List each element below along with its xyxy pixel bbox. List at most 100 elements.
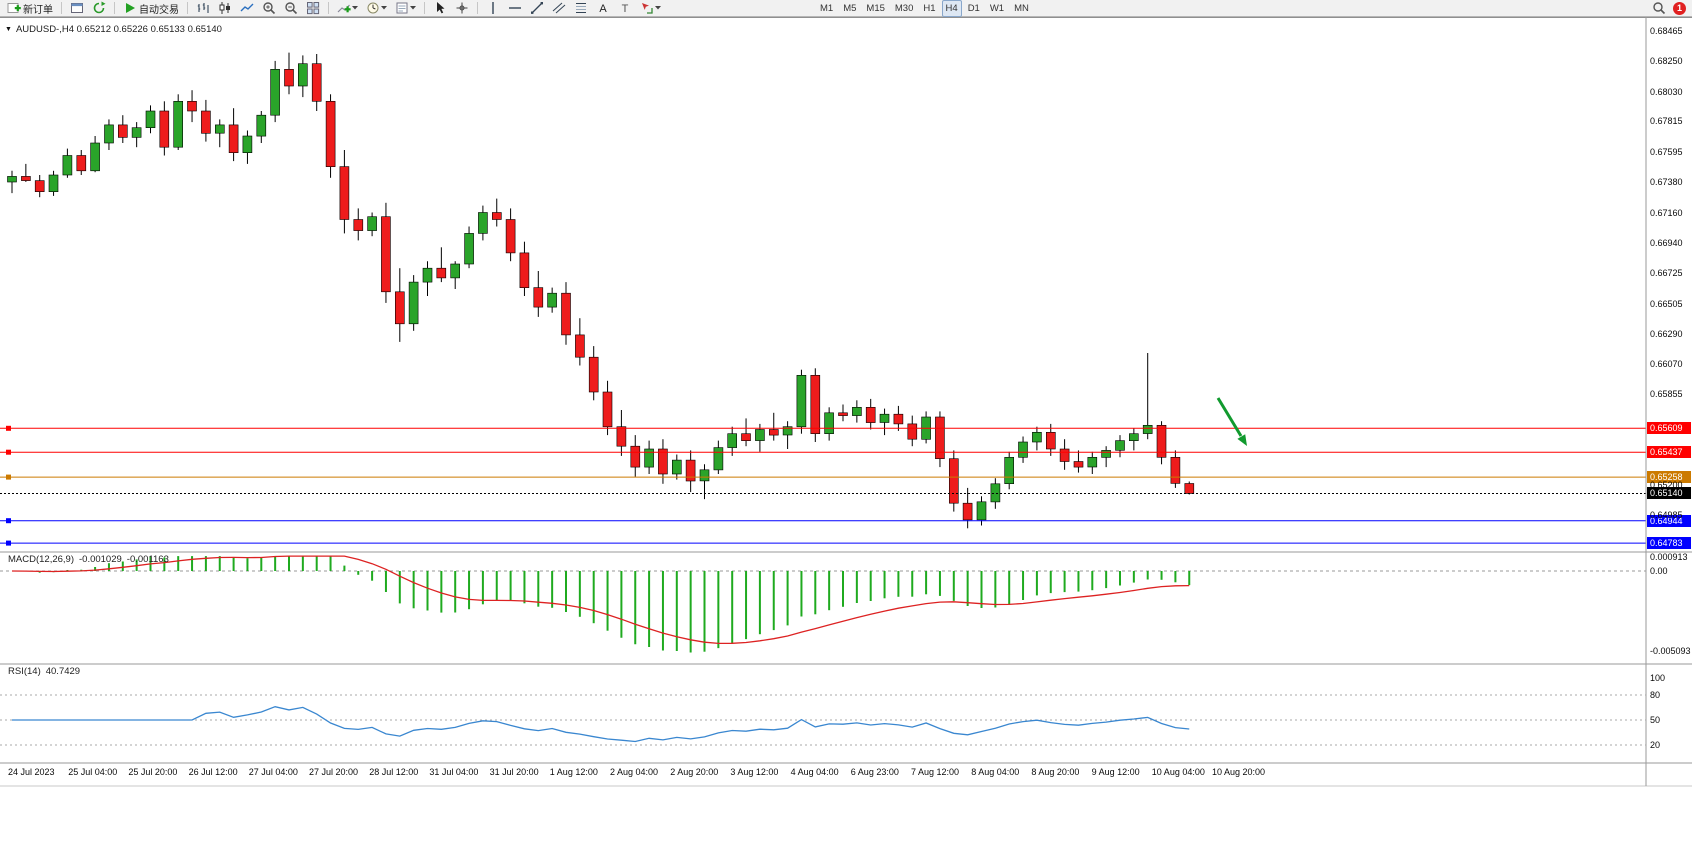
- toolbar-separator: [424, 2, 425, 14]
- autotrading-button[interactable]: 自动交易: [120, 0, 182, 17]
- text-label-button[interactable]: T: [615, 0, 635, 17]
- fibonacci-button[interactable]: [571, 0, 591, 17]
- notification-badge[interactable]: 1: [1673, 1, 1686, 15]
- candle-body: [879, 413, 890, 423]
- bar-chart-button[interactable]: [193, 0, 213, 17]
- candle-body: [561, 292, 571, 336]
- vline-icon: [492, 2, 494, 14]
- tile-windows-button[interactable]: [303, 0, 323, 17]
- price-axis[interactable]: [1646, 17, 1692, 786]
- candle-body: [367, 216, 377, 231]
- rsi-axis-label: 50: [1650, 715, 1661, 726]
- timeframe-m1[interactable]: M1: [820, 2, 834, 14]
- label-icon: T: [622, 3, 629, 15]
- rsi-axis-label: 80: [1650, 690, 1661, 701]
- timeframe-mn[interactable]: MN: [1014, 2, 1029, 14]
- date-axis-label: 2 Aug 04:00: [610, 767, 659, 777]
- candle-body: [90, 142, 100, 172]
- price-line-handle[interactable]: [6, 540, 11, 546]
- candle-body: [187, 101, 197, 112]
- candle-icon: [219, 2, 230, 14]
- candle-body: [713, 447, 724, 471]
- search-button[interactable]: [1649, 0, 1669, 17]
- rsi-value: 40.7429: [45, 666, 81, 677]
- macd-axis-label: 0.00: [1650, 566, 1668, 576]
- periods-button[interactable]: [363, 0, 390, 17]
- timeframe-h4[interactable]: H4: [941, 0, 962, 17]
- new-order-button[interactable]: 新订单: [4, 0, 56, 17]
- collapse-triangle-icon[interactable]: ▼: [5, 26, 12, 33]
- svg-text:T: T: [622, 3, 629, 15]
- candle-body: [1004, 456, 1015, 484]
- date-axis-label: 6 Aug 23:00: [850, 767, 899, 777]
- hline-icon: [509, 7, 521, 9]
- price-axis-tick: 0.64985: [1650, 510, 1683, 521]
- symbol-ohlc-header: ▼ AUDUSD-,H4 0.65212 0.65226 0.65133 0.65…: [5, 24, 222, 35]
- window-icon: [71, 3, 83, 13]
- zoom-in-button[interactable]: [259, 0, 279, 17]
- timeframe-m30[interactable]: M30: [894, 2, 914, 14]
- macd-value-main: -0.001029: [79, 554, 122, 565]
- cursor-button[interactable]: [430, 0, 450, 17]
- trendline-button[interactable]: [527, 0, 547, 17]
- arrows-button[interactable]: [637, 0, 664, 17]
- candle-body: [394, 291, 405, 325]
- candle-body: [727, 433, 738, 448]
- zoom-out-button[interactable]: [281, 0, 301, 17]
- candle-body: [796, 374, 807, 428]
- crosshair-button[interactable]: [452, 0, 472, 17]
- candle-body: [76, 155, 87, 172]
- price-axis-tick: 0.65200: [1650, 480, 1683, 491]
- toolbar-spacer: [665, 8, 815, 9]
- price-axis-tick: 0.67160: [1650, 207, 1683, 218]
- candle-body: [852, 406, 862, 416]
- candle-body: [948, 458, 959, 504]
- timeframe-h1[interactable]: H1: [923, 2, 936, 14]
- horizontal-line-button[interactable]: [505, 0, 525, 17]
- candle-body: [478, 212, 488, 234]
- timeframe-w1[interactable]: W1: [989, 2, 1005, 14]
- timeframe-m15[interactable]: M15: [866, 2, 885, 14]
- date-axis-label: 8 Aug 04:00: [971, 767, 1020, 777]
- price-line-handle[interactable]: [6, 474, 11, 480]
- price-axis-tick: 0.65855: [1650, 389, 1683, 400]
- candle-body: [1101, 450, 1111, 458]
- date-axis-label: 25 Jul 04:00: [68, 767, 118, 777]
- price-axis-tick: 0.66070: [1650, 359, 1683, 370]
- ind-add-icon: [337, 4, 351, 13]
- candle-body: [990, 483, 1001, 503]
- candle-body: [658, 448, 668, 475]
- toolbar-separator: [61, 2, 62, 14]
- candle-body: [1129, 433, 1139, 442]
- candle-body: [201, 110, 211, 134]
- candle-body: [893, 413, 904, 425]
- candle-body: [256, 114, 267, 137]
- channel-button[interactable]: [549, 0, 569, 17]
- candlestick-chart-button[interactable]: [215, 0, 235, 17]
- trend-arrow[interactable]: [1216, 397, 1243, 437]
- trend-arrow-head[interactable]: [1237, 434, 1247, 446]
- candle-body: [173, 101, 183, 148]
- candle-body: [644, 448, 654, 468]
- timeframe-m5[interactable]: M5: [843, 2, 857, 14]
- charts-window-button[interactable]: [67, 0, 87, 17]
- date-axis-label: 27 Jul 20:00: [309, 767, 359, 777]
- price-line-handle[interactable]: [6, 425, 11, 431]
- refresh-button[interactable]: [89, 0, 109, 17]
- candle-body: [21, 176, 31, 181]
- date-axis-label: 28 Jul 12:00: [369, 767, 419, 777]
- indicators-button[interactable]: [334, 0, 361, 17]
- dropdown-caret-icon: [352, 6, 358, 10]
- price-axis-tick: 0.67815: [1650, 116, 1683, 127]
- text-button[interactable]: A: [593, 0, 613, 17]
- date-axis-label: 9 Aug 12:00: [1091, 767, 1140, 777]
- timeframe-d1[interactable]: D1: [967, 2, 980, 14]
- arrows-icon: [642, 3, 653, 14]
- price-line-handle[interactable]: [6, 449, 11, 455]
- price-line-handle[interactable]: [6, 518, 11, 524]
- templates-button[interactable]: [392, 0, 419, 17]
- vertical-line-button[interactable]: [483, 0, 503, 17]
- line-chart-button[interactable]: [237, 0, 257, 17]
